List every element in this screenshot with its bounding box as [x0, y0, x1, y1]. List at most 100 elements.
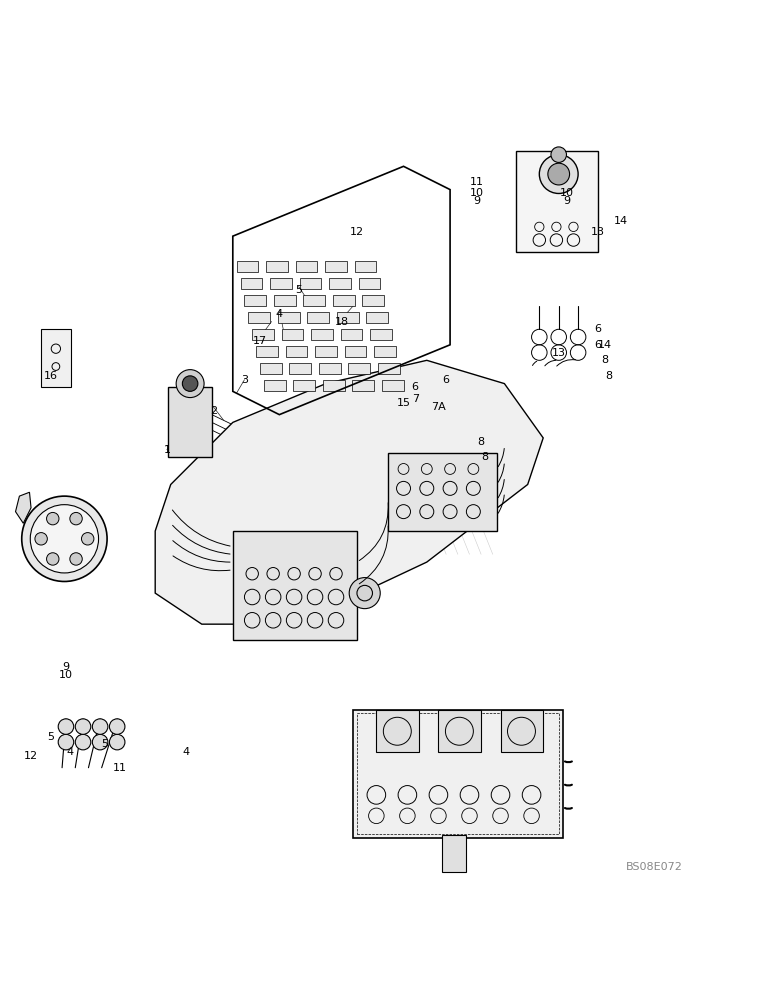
Bar: [248, 312, 270, 323]
Circle shape: [539, 155, 578, 193]
Bar: [352, 380, 374, 391]
Text: 12: 12: [350, 227, 364, 237]
Bar: [374, 346, 396, 357]
Bar: [233, 531, 357, 640]
Bar: [355, 261, 376, 272]
Circle shape: [548, 163, 570, 185]
Text: 4: 4: [182, 747, 190, 757]
Bar: [266, 261, 288, 272]
Bar: [244, 295, 266, 306]
Text: 8: 8: [481, 452, 489, 462]
Circle shape: [58, 719, 74, 734]
Bar: [333, 295, 355, 306]
Bar: [388, 453, 497, 531]
Text: 5: 5: [47, 732, 54, 742]
Bar: [329, 278, 351, 289]
Text: 5: 5: [101, 739, 109, 749]
Circle shape: [109, 719, 125, 734]
Bar: [289, 363, 311, 374]
Bar: [274, 295, 296, 306]
Text: 5: 5: [295, 285, 303, 295]
Text: 16: 16: [43, 371, 57, 381]
Text: 9: 9: [563, 196, 570, 206]
Bar: [303, 295, 325, 306]
Text: 7A: 7A: [431, 402, 446, 412]
Bar: [315, 346, 337, 357]
Text: 6: 6: [594, 340, 601, 350]
Bar: [323, 380, 345, 391]
Bar: [382, 380, 404, 391]
Bar: [260, 363, 282, 374]
Bar: [442, 835, 466, 872]
Text: 13: 13: [552, 348, 566, 358]
Text: 11: 11: [470, 177, 484, 187]
Bar: [348, 363, 370, 374]
Bar: [376, 710, 419, 752]
Bar: [286, 346, 307, 357]
Text: 4: 4: [275, 309, 283, 319]
Text: 6: 6: [594, 324, 601, 334]
Circle shape: [47, 512, 59, 525]
Bar: [278, 312, 300, 323]
Bar: [264, 380, 286, 391]
Text: 8: 8: [601, 355, 609, 365]
Circle shape: [22, 496, 107, 581]
Bar: [256, 346, 278, 357]
Text: 8: 8: [477, 437, 485, 447]
Bar: [325, 261, 347, 272]
Text: 10: 10: [470, 188, 484, 198]
Text: 10: 10: [59, 670, 73, 680]
Text: 18: 18: [334, 317, 348, 327]
Bar: [311, 329, 333, 340]
Circle shape: [551, 147, 566, 162]
Bar: [501, 710, 543, 752]
Bar: [270, 278, 292, 289]
Text: 11: 11: [113, 763, 127, 773]
Bar: [300, 278, 321, 289]
Text: 9: 9: [62, 662, 70, 672]
Text: 10: 10: [559, 188, 573, 198]
Text: 9: 9: [473, 196, 481, 206]
Text: BS08E072: BS08E072: [626, 862, 683, 872]
Text: 15: 15: [397, 398, 411, 408]
Text: 7: 7: [411, 394, 419, 404]
Bar: [337, 312, 359, 323]
Text: 8: 8: [605, 371, 613, 381]
Bar: [359, 278, 380, 289]
Text: 14: 14: [598, 340, 612, 350]
Bar: [357, 713, 559, 834]
Text: 17: 17: [253, 336, 267, 346]
Polygon shape: [155, 360, 543, 624]
Bar: [282, 329, 303, 340]
Bar: [370, 329, 392, 340]
Circle shape: [35, 533, 47, 545]
Text: 12: 12: [24, 751, 38, 761]
Bar: [353, 710, 563, 838]
Circle shape: [92, 719, 108, 734]
Bar: [41, 329, 71, 387]
Bar: [241, 278, 262, 289]
Text: 4: 4: [66, 747, 74, 757]
Circle shape: [58, 734, 74, 750]
Bar: [341, 329, 362, 340]
Text: 6: 6: [411, 382, 419, 392]
Bar: [307, 312, 329, 323]
Circle shape: [349, 578, 380, 609]
Text: 14: 14: [614, 216, 628, 226]
Circle shape: [92, 734, 108, 750]
Polygon shape: [16, 492, 31, 523]
Text: 2: 2: [210, 406, 217, 416]
Text: 3: 3: [241, 375, 248, 385]
Circle shape: [75, 719, 91, 734]
Bar: [438, 710, 481, 752]
Bar: [296, 261, 317, 272]
Bar: [366, 312, 388, 323]
Text: 6: 6: [442, 375, 450, 385]
Circle shape: [47, 553, 59, 565]
Bar: [362, 295, 384, 306]
Circle shape: [182, 376, 198, 391]
Circle shape: [70, 512, 82, 525]
Circle shape: [109, 734, 125, 750]
Bar: [378, 363, 400, 374]
Bar: [237, 261, 258, 272]
